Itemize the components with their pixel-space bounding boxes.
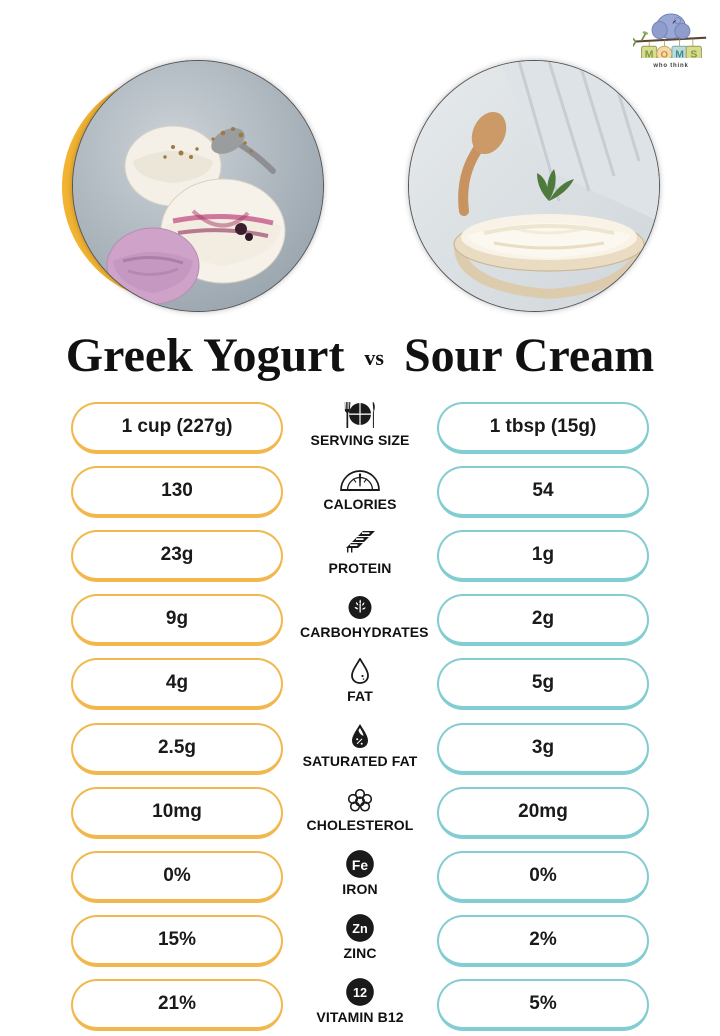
svg-text:M: M [675, 50, 684, 58]
svg-text:Fe: Fe [352, 856, 368, 872]
svg-text:S: S [690, 50, 697, 58]
svg-text:Zn: Zn [352, 922, 368, 936]
svg-text:12: 12 [353, 986, 367, 1000]
svg-text:O: O [661, 50, 668, 58]
svg-text:M: M [645, 50, 654, 58]
